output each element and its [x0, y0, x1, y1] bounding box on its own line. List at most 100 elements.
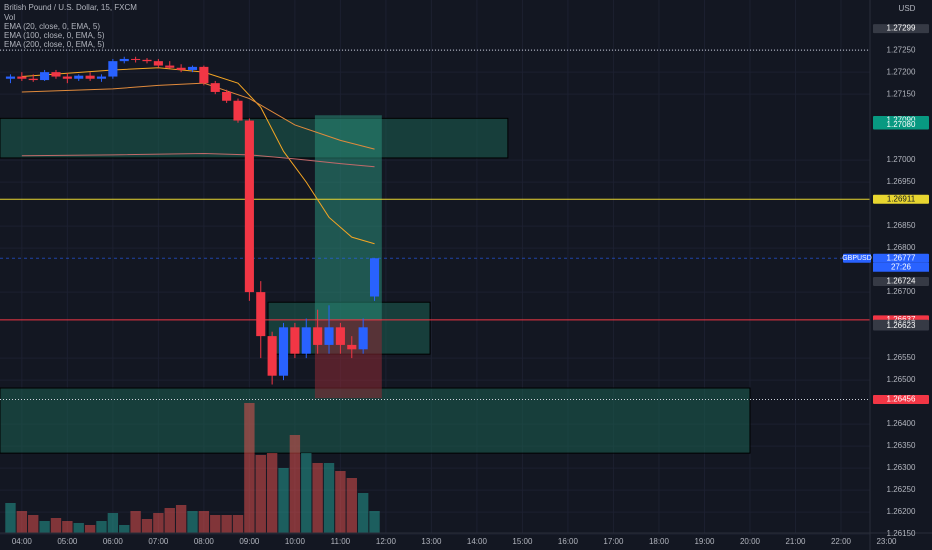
y-tick-label: 1.26350: [887, 441, 916, 450]
volume-bar: [221, 515, 232, 533]
y-tick-label: 1.27150: [887, 89, 916, 98]
x-tick-label: 18:00: [649, 537, 670, 546]
price-badge-label: 1.27299: [887, 24, 916, 33]
candle-body: [267, 336, 277, 376]
candle-body: [28, 78, 38, 81]
indicator-label: EMA (200, close, 0, EMA, 5): [4, 40, 105, 49]
symbol-label: GBPUSD: [842, 255, 872, 262]
x-tick-label: 07:00: [148, 537, 169, 546]
price-badge: [873, 394, 929, 404]
x-tick-label: 21:00: [785, 537, 806, 546]
x-tick-label: 08:00: [194, 537, 215, 546]
price-badge: [873, 24, 929, 34]
candle-body: [74, 75, 84, 79]
candle-body: [131, 58, 141, 60]
x-tick-label: 23:00: [876, 537, 897, 546]
candle-body: [222, 91, 232, 101]
symbol-badge: [843, 253, 871, 263]
candle-body: [301, 327, 311, 354]
volume-bar: [312, 463, 323, 533]
volume-bar: [84, 525, 96, 533]
volume-bar: [266, 453, 278, 533]
x-tick-label: 10:00: [285, 537, 306, 546]
volume-bar: [119, 525, 130, 533]
candle-body: [313, 327, 323, 345]
candle-body: [119, 58, 129, 62]
x-tick-label: 05:00: [57, 537, 78, 546]
y-tick-label: 1.26150: [887, 529, 916, 538]
currency[interactable]: USD: [899, 4, 916, 13]
volume-bar: [130, 511, 141, 533]
candle-body: [40, 72, 50, 81]
candle-body: [324, 327, 334, 345]
volume-bar: [244, 403, 255, 533]
y-tick-label: 1.26950: [887, 177, 916, 186]
candle-body: [244, 120, 254, 293]
indicator-label: EMA (20, close, 0, EMA, 5): [4, 22, 100, 31]
price-badge-label: 1.26456: [887, 395, 916, 404]
candle-body: [290, 327, 300, 354]
volume-bar: [357, 493, 369, 533]
price-badge: [873, 321, 929, 331]
volume-bar: [346, 478, 357, 533]
volume-bar: [16, 511, 28, 533]
y-tick-label: 1.26550: [887, 353, 916, 362]
volume-bar: [96, 521, 107, 533]
price-badge: [873, 253, 929, 263]
candle-body: [5, 76, 16, 79]
x-tick-label: 16:00: [558, 537, 579, 546]
x-tick-label: 19:00: [694, 537, 715, 546]
y-tick-label: 1.26500: [887, 375, 916, 384]
candle-body: [233, 100, 243, 121]
x-tick-label: 04:00: [12, 537, 33, 546]
candle-body: [17, 76, 27, 79]
volume-bar: [198, 511, 210, 533]
candle-body: [187, 66, 198, 70]
x-tick-label: 13:00: [421, 537, 442, 546]
y-tick-label: 1.27200: [887, 67, 916, 76]
x-tick-label: 11:00: [331, 537, 351, 546]
y-tick-label: 1.26700: [887, 287, 916, 296]
countdown-badge: [873, 262, 929, 272]
volume-bar: [164, 508, 175, 533]
volume-bar: [335, 471, 346, 533]
price-badge: [873, 194, 929, 204]
candle-body: [108, 61, 118, 77]
candle-body: [153, 61, 163, 66]
indicator-label: Vol: [4, 13, 15, 22]
x-tick-label: 22:00: [831, 537, 852, 546]
price-badge-label: 1.27090: [887, 116, 916, 125]
x-tick-label: 12:00: [376, 537, 397, 546]
volume-bar: [369, 511, 380, 533]
y-tick-label: 1.26850: [887, 221, 916, 230]
price-axis: [870, 0, 932, 550]
indicator-label: EMA (100, close, 0, EMA, 5): [4, 31, 105, 40]
volume-bar: [232, 515, 244, 533]
y-tick-label: 1.26400: [887, 419, 916, 428]
candle-body: [142, 59, 152, 62]
plot: [0, 0, 870, 535]
candle-body: [96, 76, 107, 79]
volume-bar: [141, 519, 153, 533]
volume-bar: [175, 505, 187, 533]
y-tick-label: 1.26250: [887, 485, 916, 494]
candle-body: [51, 72, 61, 77]
zone: [0, 387, 751, 454]
countdown: 27:26: [891, 262, 912, 271]
price-badge: [873, 120, 929, 130]
axes: 1.26150 1.26200 1.26250 1.26300 1.26350 1.264…: [12, 24, 929, 546]
volume-bar: [5, 503, 16, 533]
x-tick-label: 06:00: [103, 537, 124, 546]
y-tick-label: 1.27000: [887, 155, 916, 164]
x-tick-label: 15:00: [512, 537, 533, 546]
volume-bar: [39, 521, 50, 533]
y-tick-label: 1.27250: [887, 45, 916, 54]
x-tick-label: 09:00: [239, 537, 260, 546]
candle-body: [278, 327, 289, 376]
x-tick-label: 20:00: [740, 537, 761, 546]
price-badge-label: 1.26724: [887, 277, 916, 286]
chart-title: British Pound / U.S. Dollar, 15, FXCM: [4, 3, 137, 12]
volume-bar: [107, 513, 119, 533]
